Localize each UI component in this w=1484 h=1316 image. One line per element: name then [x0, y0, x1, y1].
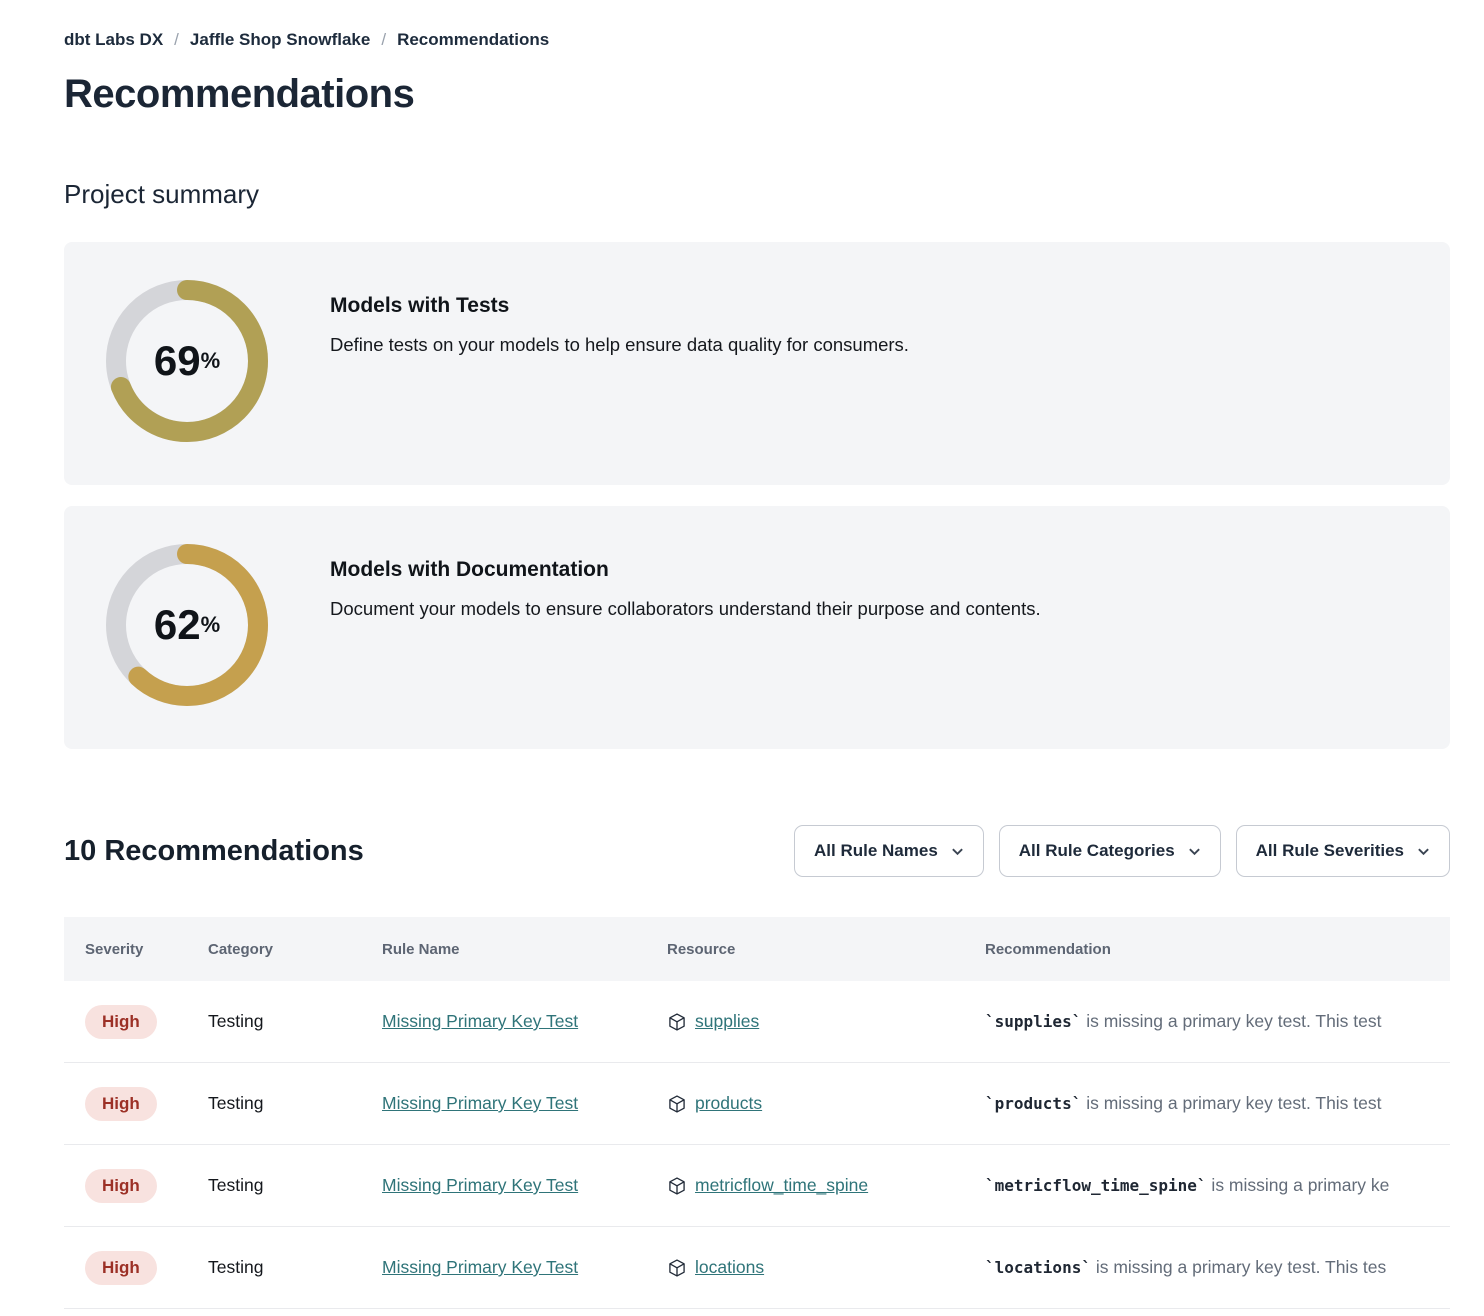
filter-bar: All Rule Names All Rule Categories All R…: [794, 825, 1450, 877]
coverage-donut-chart: 69%: [106, 280, 268, 442]
breadcrumb-separator: /: [381, 30, 387, 49]
column-header: Recommendation: [985, 940, 1111, 958]
recommendation-cell: `supplies` is missing a primary key test…: [985, 1011, 1382, 1031]
breadcrumb-item[interactable]: dbt Labs DX: [64, 30, 164, 49]
filter-dropdown[interactable]: All Rule Names: [794, 825, 984, 877]
filter-dropdown[interactable]: All Rule Severities: [1235, 825, 1450, 877]
recommendation-code: `metricflow_time_spine`: [985, 1176, 1207, 1195]
resource-link[interactable]: metricflow_time_spine: [695, 1175, 869, 1195]
rule-name-link[interactable]: Missing Primary Key Test: [382, 1011, 579, 1031]
resource-link[interactable]: supplies: [695, 1011, 760, 1031]
breadcrumb-item[interactable]: Jaffle Shop Snowflake: [189, 30, 371, 49]
column-header: Rule Name: [382, 940, 460, 958]
table-row: High Testing Missing Primary Key Test me…: [64, 1145, 1450, 1227]
rule-name-link[interactable]: Missing Primary Key Test: [382, 1175, 579, 1195]
summary-cards: 69% Models with Tests Define tests on yo…: [64, 242, 1450, 749]
recommendation-code: `locations`: [985, 1258, 1091, 1277]
page-container: dbt Labs DX / Jaffle Shop Snowflake / Recomm…: [64, 0, 1450, 1309]
chevron-down-icon: [1418, 848, 1429, 855]
model-cube-icon: [669, 1012, 685, 1031]
recommendation-cell: `metricflow_time_spine` is missing a pri…: [985, 1175, 1390, 1195]
breadcrumb-item: Recommendations: [397, 30, 550, 49]
category-cell: Testing: [208, 1175, 264, 1195]
rule-name-link[interactable]: Missing Primary Key Test: [382, 1257, 579, 1277]
resource-cell: metricflow_time_spine: [667, 1175, 985, 1196]
severity-badge: High: [85, 1250, 157, 1285]
category-cell: Testing: [208, 1011, 264, 1031]
column-header: Resource: [667, 940, 736, 958]
recommendation-cell: `products` is missing a primary key test…: [985, 1093, 1382, 1113]
breadcrumb-separator: /: [174, 30, 179, 49]
recommendation-code: `products`: [985, 1094, 1082, 1113]
column-header: Severity: [85, 940, 144, 958]
model-cube-icon: [669, 1176, 685, 1195]
card-title: Models with Documentation: [330, 558, 609, 581]
rule-name-link[interactable]: Missing Primary Key Test: [382, 1093, 579, 1113]
chevron-down-icon: [951, 848, 963, 855]
recommendations-table: Severity Category Rule Name Resource Recomme…: [64, 917, 1450, 1309]
coverage-percent: 69%: [153, 337, 221, 384]
table-body: High Testing Missing Primary Key Test su…: [64, 981, 1450, 1309]
table-row: High Testing Missing Primary Key Test pr…: [64, 1063, 1450, 1145]
recommendation-cell: `locations` is missing a primary key tes…: [985, 1257, 1387, 1277]
summary-card: 69% Models with Tests Define tests on yo…: [64, 242, 1450, 485]
severity-badge: High: [85, 1086, 157, 1121]
coverage-percent: 62%: [153, 601, 221, 648]
resource-cell: locations: [667, 1257, 985, 1278]
recommendations-count-heading: 10 Recommendations: [64, 834, 364, 867]
coverage-donut-chart: 62%: [106, 544, 268, 706]
page-title: Recommendations: [64, 72, 415, 116]
summary-card: 62% Models with Documentation Document y…: [64, 506, 1450, 749]
category-cell: Testing: [208, 1093, 264, 1113]
column-header: Category: [208, 940, 274, 958]
model-cube-icon: [669, 1258, 685, 1277]
category-cell: Testing: [208, 1257, 264, 1277]
filter-dropdown[interactable]: All Rule Categories: [998, 825, 1221, 877]
recommendations-header: 10 Recommendations All Rule Names All Ru…: [64, 825, 1450, 877]
severity-badge: High: [85, 1168, 157, 1203]
severity-badge: High: [85, 1004, 157, 1039]
resource-link[interactable]: products: [695, 1093, 763, 1113]
card-description: Define tests on your models to help ensu…: [330, 334, 909, 355]
resource-cell: products: [667, 1093, 985, 1114]
table-row: High Testing Missing Primary Key Test su…: [64, 981, 1450, 1063]
recommendation-code: `supplies`: [985, 1012, 1082, 1031]
chevron-down-icon: [1188, 848, 1200, 855]
resource-cell: supplies: [667, 1011, 985, 1032]
table-header-row: Severity Category Rule Name Resource Recomme…: [64, 917, 1450, 981]
project-summary-heading: Project summary: [64, 179, 260, 209]
resource-link[interactable]: locations: [695, 1257, 765, 1277]
model-cube-icon: [669, 1094, 685, 1113]
card-title: Models with Tests: [330, 294, 510, 317]
table-row: High Testing Missing Primary Key Test lo…: [64, 1227, 1450, 1309]
breadcrumb: dbt Labs DX / Jaffle Shop Snowflake / Recomm…: [64, 0, 1450, 50]
card-description: Document your models to ensure collabora…: [330, 598, 1041, 619]
